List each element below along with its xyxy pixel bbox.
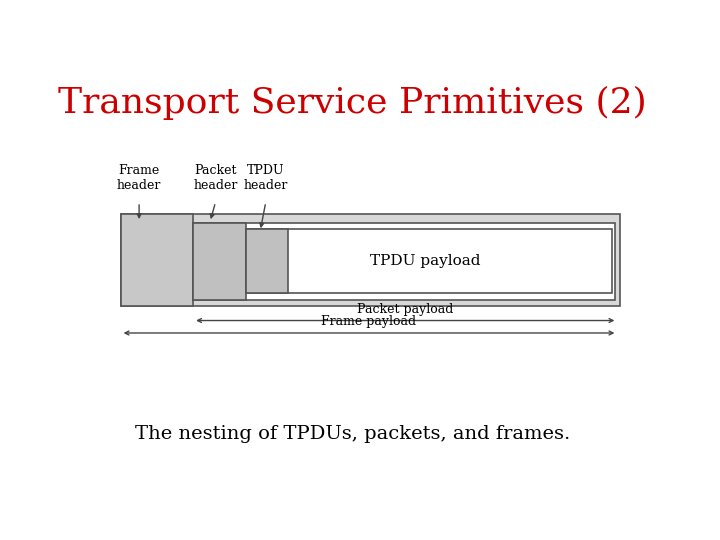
Text: Packet payload: Packet payload xyxy=(357,302,454,315)
Text: Frame payload: Frame payload xyxy=(321,315,417,328)
Text: The nesting of TPDUs, packets, and frames.: The nesting of TPDUs, packets, and frame… xyxy=(135,425,570,443)
Text: Packet
header: Packet header xyxy=(194,164,238,192)
Text: Transport Service Primitives (2): Transport Service Primitives (2) xyxy=(58,85,647,120)
Bar xyxy=(193,223,615,300)
Text: TPDU payload: TPDU payload xyxy=(369,254,480,268)
Text: TPDU
header: TPDU header xyxy=(243,164,288,192)
Bar xyxy=(121,214,193,306)
Bar xyxy=(246,229,288,294)
Bar xyxy=(121,214,620,306)
Text: Frame
header: Frame header xyxy=(117,164,161,192)
Bar xyxy=(246,229,612,294)
Bar xyxy=(193,223,246,300)
